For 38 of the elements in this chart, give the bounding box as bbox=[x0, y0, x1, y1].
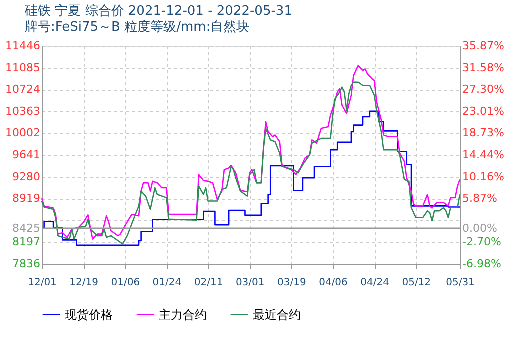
x-tick-label: 05/12 bbox=[402, 278, 432, 288]
y2-tick-label: 23.01% bbox=[462, 104, 504, 118]
y-tick-label: 9641 bbox=[12, 148, 40, 162]
x-tick-label: 03/01 bbox=[236, 278, 265, 288]
chart-subtitle: 牌号:FeSi75～B 粒度等级/mm:自然块 bbox=[25, 19, 250, 35]
legend-label: 最近合约 bbox=[253, 308, 301, 322]
y2-tick-label: 18.73% bbox=[462, 126, 504, 140]
y-tick-label: 10002 bbox=[6, 126, 40, 140]
x-tick-label: 05/31 bbox=[446, 278, 475, 288]
y2-tick-label: 0.00% bbox=[462, 222, 498, 235]
y-tick-label: 9280 bbox=[12, 170, 40, 184]
x-tick-label: 01/06 bbox=[111, 278, 140, 288]
x-tick-label: 04/06 bbox=[319, 278, 348, 288]
x-tick-label: 03/19 bbox=[278, 278, 306, 288]
x-tick-label: 04/24 bbox=[360, 278, 390, 288]
y2-tick-label: 27.30% bbox=[462, 83, 504, 96]
y2-tick-label: 10.16% bbox=[462, 170, 504, 184]
y2-tick-label: 31.58% bbox=[462, 61, 504, 74]
y2-tick-label: 35.87% bbox=[462, 40, 504, 52]
x-tick-label: 12/01 bbox=[28, 278, 57, 288]
x-tick-label: 01/24 bbox=[152, 278, 182, 288]
y2-tick-label: -6.98% bbox=[462, 258, 502, 270]
y-tick-label: 7836 bbox=[12, 258, 40, 270]
y2-tick-label: 14.44% bbox=[462, 148, 504, 162]
y-tick-label: 8197 bbox=[12, 236, 40, 249]
y-tick-label: 11446 bbox=[6, 40, 40, 52]
chart-title: 硅铁 宁夏 综合价 2021-12-01 - 2022-05-31 bbox=[24, 3, 292, 19]
legend-label: 主力合约 bbox=[159, 308, 207, 322]
x-tick-label: 12/19 bbox=[70, 278, 98, 288]
y-tick-label: 11085 bbox=[6, 61, 40, 74]
y2-tick-label: 5.87% bbox=[462, 192, 498, 206]
y-tick-label: 8919 bbox=[12, 192, 40, 206]
y-tick-label: 10724 bbox=[6, 83, 40, 96]
legend-label: 现货价格 bbox=[65, 308, 113, 322]
y-tick-label: 10363 bbox=[6, 104, 40, 118]
y-tick-label: 8425 bbox=[12, 222, 40, 235]
y2-tick-label: -2.70% bbox=[462, 236, 502, 249]
x-tick-label: 02/11 bbox=[194, 278, 224, 288]
